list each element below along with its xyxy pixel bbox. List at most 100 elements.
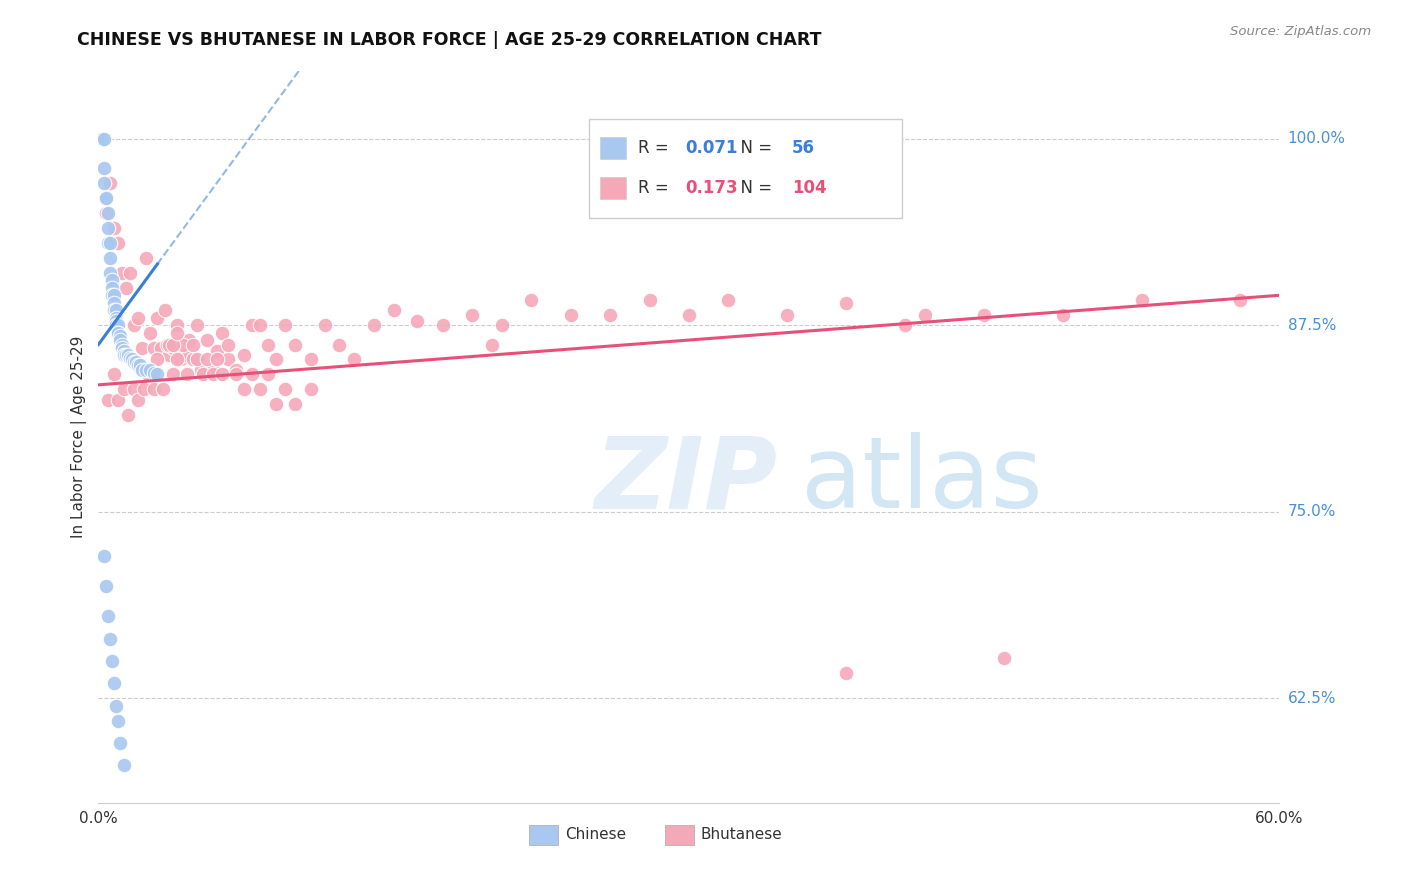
Point: [138, 363, 160, 377]
Point: [98, 632, 121, 646]
Point: [132, 382, 155, 396]
Point: [186, 318, 208, 332]
Point: [195, 352, 218, 367]
Point: [225, 368, 247, 382]
Point: [101, 654, 124, 668]
Point: [249, 382, 271, 396]
Point: [101, 288, 124, 302]
Point: [146, 368, 169, 382]
Point: [97, 235, 120, 250]
Point: [97, 609, 120, 624]
Point: [93, 161, 115, 176]
Point: [107, 235, 129, 250]
Point: [172, 337, 194, 351]
Point: [166, 326, 188, 340]
Point: [103, 221, 125, 235]
Text: Chinese: Chinese: [565, 828, 626, 842]
Point: [98, 235, 121, 250]
Point: [195, 333, 218, 347]
Text: Bhutanese: Bhutanese: [700, 828, 783, 842]
Point: [96, 191, 118, 205]
Point: [105, 318, 128, 332]
Point: [256, 368, 278, 382]
Point: [914, 308, 936, 322]
Point: [107, 326, 129, 340]
Point: [638, 293, 661, 307]
Point: [264, 397, 287, 411]
Point: [105, 310, 128, 325]
Point: [166, 318, 188, 332]
Point: [162, 337, 184, 351]
Point: [156, 337, 179, 351]
Point: [103, 303, 125, 318]
Point: [96, 191, 118, 205]
Point: [1229, 293, 1251, 307]
Point: [103, 676, 125, 690]
Point: [108, 333, 131, 347]
Point: [138, 326, 160, 340]
Point: [111, 337, 134, 351]
Point: [122, 382, 145, 396]
Point: [177, 333, 200, 347]
Point: [152, 382, 174, 396]
Point: [135, 251, 157, 265]
Text: 104: 104: [792, 179, 827, 197]
Point: [1130, 293, 1153, 307]
Point: [118, 351, 141, 365]
Point: [835, 295, 858, 310]
Point: [107, 326, 129, 340]
Text: 0.071: 0.071: [685, 139, 738, 157]
Point: [382, 303, 405, 318]
Point: [894, 318, 917, 332]
Point: [166, 352, 188, 367]
Point: [162, 341, 184, 355]
Point: [150, 341, 173, 355]
Point: [274, 382, 297, 396]
Point: [131, 341, 153, 355]
Point: [125, 355, 148, 369]
Point: [131, 363, 153, 377]
Point: [233, 348, 256, 362]
Point: [118, 266, 141, 280]
Point: [191, 368, 214, 382]
Point: [135, 363, 157, 377]
Text: 75.0%: 75.0%: [1288, 504, 1336, 519]
Point: [111, 266, 134, 280]
Point: [363, 318, 385, 332]
Point: [98, 177, 121, 191]
Point: [520, 293, 543, 307]
Point: [284, 337, 307, 351]
Text: 100.0%: 100.0%: [1288, 131, 1346, 146]
Bar: [600, 137, 626, 159]
Point: [256, 337, 278, 351]
Point: [190, 363, 212, 377]
Text: R =: R =: [638, 179, 673, 197]
Text: 62.5%: 62.5%: [1288, 690, 1336, 706]
Point: [111, 341, 134, 355]
Point: [93, 549, 115, 564]
Point: [240, 368, 263, 382]
Point: [142, 382, 165, 396]
Point: [112, 348, 135, 362]
Point: [678, 308, 700, 322]
Point: [174, 348, 197, 362]
Point: [155, 303, 177, 318]
Point: [432, 318, 454, 332]
Point: [299, 382, 322, 396]
Point: [91, 131, 114, 145]
Point: [117, 408, 139, 422]
Point: [157, 337, 180, 351]
Point: [103, 295, 125, 310]
Point: [97, 392, 120, 407]
Point: [249, 318, 271, 332]
Text: CHINESE VS BHUTANESE IN LABOR FORCE | AGE 25-29 CORRELATION CHART: CHINESE VS BHUTANESE IN LABOR FORCE | AG…: [77, 31, 823, 49]
Text: Source: ZipAtlas.com: Source: ZipAtlas.com: [1230, 25, 1371, 38]
Point: [91, 131, 114, 145]
Point: [93, 177, 115, 191]
Point: [96, 206, 118, 220]
Point: [108, 736, 131, 750]
Point: [186, 352, 208, 367]
Bar: [600, 178, 626, 199]
Point: [406, 313, 429, 327]
Point: [240, 318, 263, 332]
